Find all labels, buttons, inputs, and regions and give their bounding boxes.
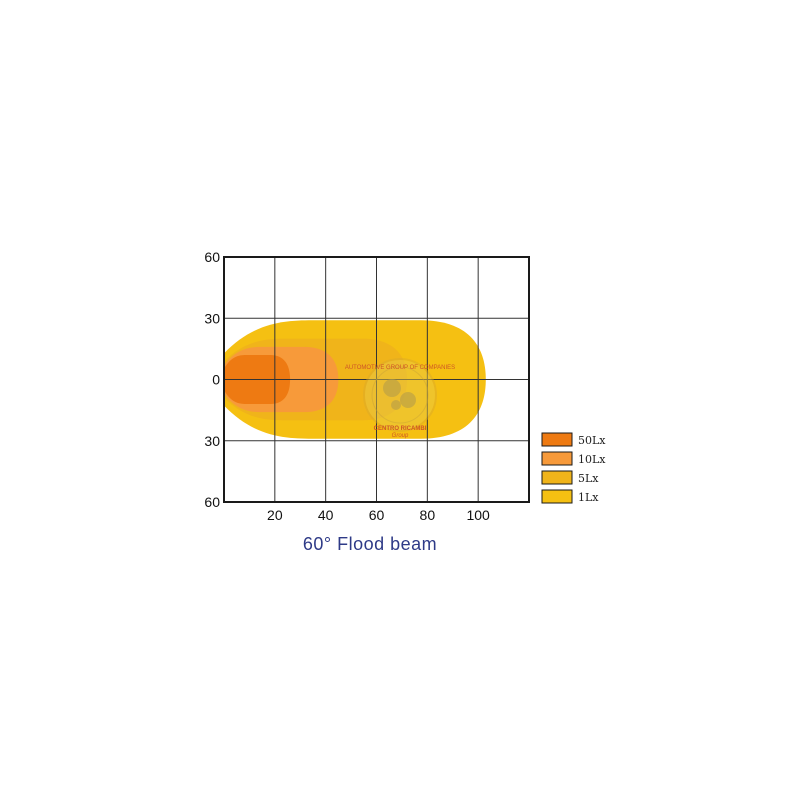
x-tick-label: 80 bbox=[420, 507, 436, 523]
legend-label-1lx: 1Lx bbox=[578, 491, 599, 504]
x-tick-label: 20 bbox=[267, 507, 283, 523]
legend-label-5lx: 5Lx bbox=[578, 472, 599, 485]
x-tick-labels: 20 40 60 80 100 bbox=[267, 507, 490, 523]
y-tick-label: 60 bbox=[204, 494, 220, 510]
y-tick-label: 0 bbox=[212, 372, 220, 388]
watermark-logo: AUTOMOTIVE GROUP OF COMPANIES CENTRO RIC… bbox=[345, 358, 455, 439]
y-tick-label: 30 bbox=[204, 310, 220, 326]
x-tick-label: 100 bbox=[466, 507, 490, 523]
chart-title: 60° Flood beam bbox=[303, 534, 437, 554]
y-tick-labels: 60 30 0 30 60 bbox=[204, 249, 220, 510]
legend-swatch-1lx bbox=[541, 489, 573, 504]
x-tick-label: 60 bbox=[369, 507, 385, 523]
y-tick-label: 30 bbox=[204, 433, 220, 449]
legend-swatch-10lx bbox=[541, 451, 573, 466]
legend-label-50lx: 50Lx bbox=[578, 434, 606, 447]
legend-swatch-5lx bbox=[541, 470, 573, 485]
legend-swatch-50lx bbox=[541, 432, 573, 447]
watermark-text: CENTRO RICAMBI bbox=[374, 426, 427, 432]
x-tick-label: 40 bbox=[318, 507, 334, 523]
watermark-subtext: Group bbox=[392, 433, 409, 439]
watermark-ring-text: AUTOMOTIVE GROUP OF COMPANIES bbox=[345, 365, 455, 371]
legend: 50Lx 10Lx 5Lx 1Lx bbox=[541, 432, 606, 504]
plot-frame bbox=[223, 256, 530, 503]
y-tick-label: 60 bbox=[204, 249, 220, 265]
legend-label-10lx: 10Lx bbox=[578, 453, 606, 466]
